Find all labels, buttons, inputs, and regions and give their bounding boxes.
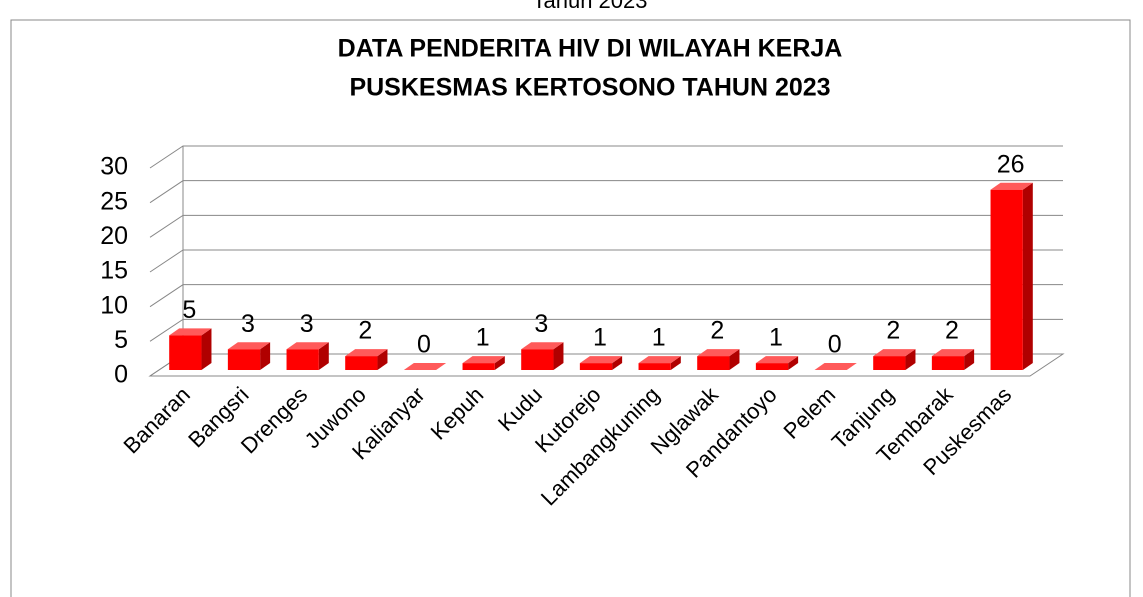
value-label: 2 <box>945 317 959 345</box>
bar-face <box>788 356 799 370</box>
bar-face <box>990 182 1033 190</box>
value-label: 0 <box>417 331 431 359</box>
bar-face <box>286 349 319 370</box>
bar <box>521 342 564 370</box>
bar-face <box>697 349 740 357</box>
value-label: 2 <box>358 317 372 345</box>
bar-face <box>931 356 965 370</box>
bar <box>638 356 681 370</box>
value-label: 26 <box>997 150 1025 178</box>
y-tick-label: 25 <box>100 187 128 215</box>
bar-face <box>201 328 212 370</box>
y-tick-label: 30 <box>100 153 128 181</box>
bar-face <box>873 356 906 370</box>
bar-face <box>638 356 681 364</box>
bar-face <box>697 356 730 370</box>
bar-face <box>169 328 212 336</box>
value-label: 0 <box>828 331 842 359</box>
bar-face <box>169 335 202 370</box>
bar-face <box>964 349 975 370</box>
bar-face <box>553 342 564 370</box>
value-label: 1 <box>652 324 666 352</box>
bar <box>990 182 1033 370</box>
bar-face <box>814 363 857 370</box>
bar-face <box>462 356 505 364</box>
bar <box>169 328 212 370</box>
bar <box>227 342 271 370</box>
bar <box>403 363 447 370</box>
value-label: 3 <box>241 310 255 338</box>
bar-face <box>905 349 916 370</box>
bar-face <box>931 349 975 357</box>
bar-face <box>403 363 447 370</box>
bar-face <box>318 342 329 370</box>
y-tick-label: 5 <box>114 326 128 354</box>
value-label: 1 <box>476 324 490 352</box>
value-label: 2 <box>886 317 900 345</box>
value-label: 1 <box>769 324 783 352</box>
value-label: 3 <box>300 310 314 338</box>
bar-face <box>521 342 564 350</box>
chart-title: PUSKESMAS KERTOSONO TAHUN 2023 <box>349 74 830 102</box>
bar <box>814 363 857 370</box>
chart-title: DATA PENDERITA HIV DI WILAYAH KERJA <box>338 35 843 63</box>
bar-face <box>345 356 378 370</box>
bar-face <box>612 356 623 370</box>
bar <box>345 349 388 370</box>
bar-face <box>579 363 613 370</box>
bar-face <box>1022 182 1033 370</box>
bar <box>697 349 740 370</box>
value-label: 3 <box>534 310 548 338</box>
bar-face <box>670 356 681 370</box>
bar-face <box>755 363 789 370</box>
bar <box>931 349 975 370</box>
bar-face <box>755 356 799 364</box>
value-label: 5 <box>182 296 196 324</box>
bar <box>286 342 329 370</box>
y-tick-label: 10 <box>100 291 128 319</box>
bar-face <box>494 356 505 370</box>
bar <box>755 356 799 370</box>
bar-face <box>579 356 623 364</box>
caption: Tahun 2023 <box>533 0 648 13</box>
bar-face <box>462 363 495 370</box>
bar-face <box>227 342 271 350</box>
bar-face <box>227 349 261 370</box>
bar-face <box>521 349 554 370</box>
bar-face <box>638 363 671 370</box>
bar-face <box>729 349 740 370</box>
value-label: 2 <box>710 317 724 345</box>
chart-border <box>10 19 1131 597</box>
y-tick-label: 20 <box>100 222 128 250</box>
y-tick-label: 15 <box>100 257 128 285</box>
value-label: 1 <box>593 324 607 352</box>
bar-face <box>377 349 388 370</box>
bar-face <box>260 342 271 370</box>
y-tick-label: 0 <box>114 361 128 389</box>
bar <box>579 356 623 370</box>
bar-face <box>990 189 1023 370</box>
bar-face <box>286 342 329 350</box>
bar-face <box>345 349 388 357</box>
bar <box>873 349 916 370</box>
bar <box>462 356 505 370</box>
bar-face <box>873 349 916 357</box>
